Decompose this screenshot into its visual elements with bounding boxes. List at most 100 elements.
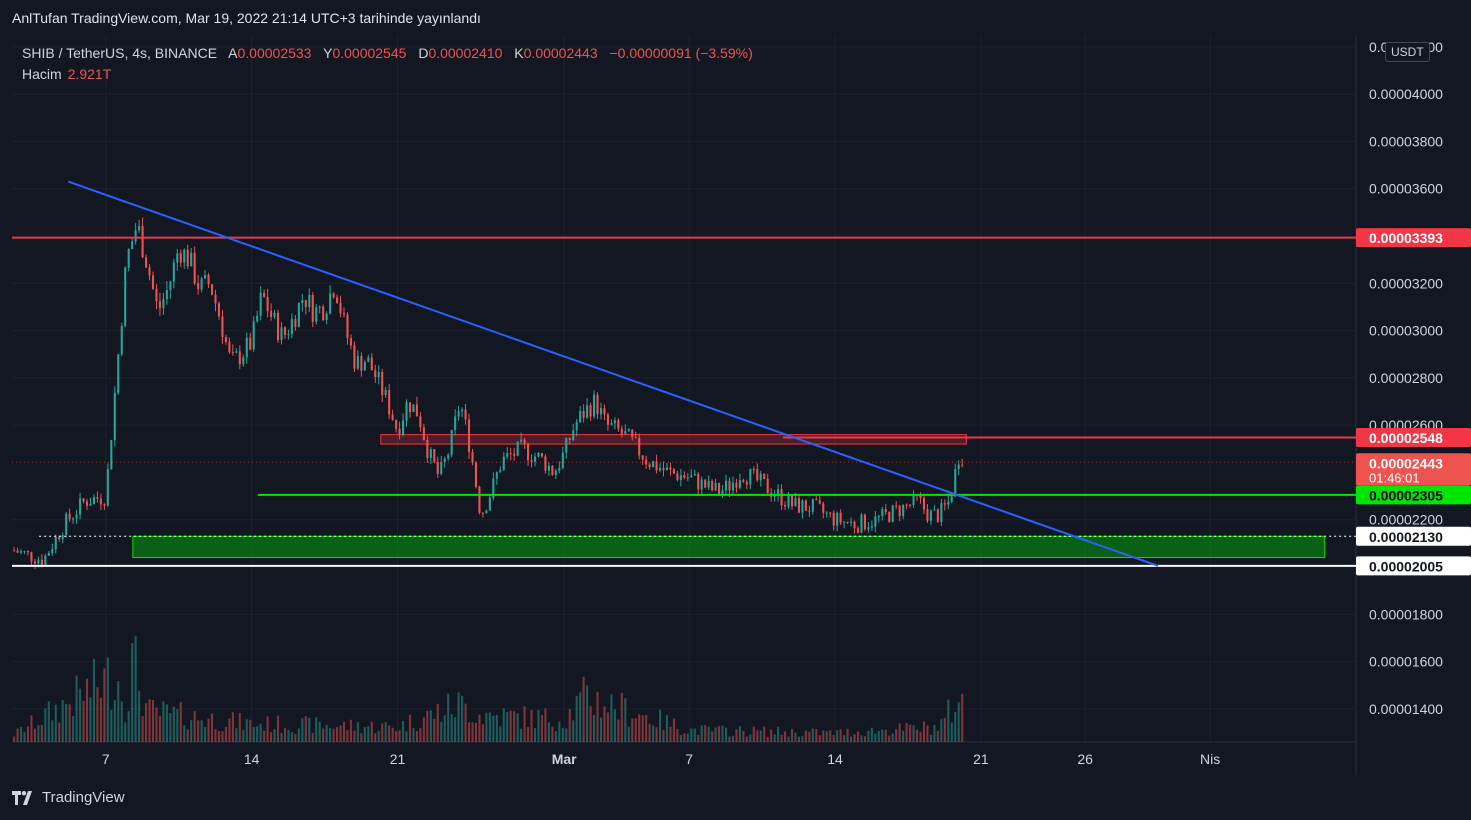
price-axis[interactable]: 0.000042000.000040000.000038000.00003600…: [1356, 39, 1471, 717]
candle-body: [735, 482, 738, 488]
volume-bar: [822, 730, 825, 742]
candle-body: [523, 439, 526, 445]
volume-bar: [905, 722, 908, 742]
candlesticks: [13, 217, 964, 570]
volume-label[interactable]: Hacim: [22, 66, 62, 82]
candle-body: [391, 414, 394, 421]
volume-bar: [72, 716, 75, 742]
candle-body: [193, 252, 196, 284]
volume-bar: [224, 726, 227, 742]
volume-bar: [384, 722, 387, 742]
candle-body: [870, 526, 873, 528]
volume-bar: [801, 735, 804, 742]
volume-bar: [204, 726, 207, 742]
candle-body: [44, 555, 47, 566]
candle-body: [718, 482, 721, 494]
price-label-bg: [1356, 485, 1471, 505]
volume-bar: [572, 720, 575, 742]
volume-bar: [287, 729, 290, 742]
candle-body: [579, 411, 582, 423]
volume-bar: [447, 693, 450, 742]
candle-body: [256, 315, 259, 322]
candle-body: [172, 262, 175, 282]
candle-body: [405, 402, 408, 421]
price-label: 0.00002130: [1369, 529, 1443, 545]
candle-body: [711, 481, 714, 491]
candle-body: [558, 467, 561, 471]
candle-body: [565, 438, 568, 453]
volume-bar: [502, 708, 505, 742]
candle-body: [294, 319, 297, 327]
volume-bar: [336, 727, 339, 742]
volume-bar: [210, 713, 214, 742]
candle-body: [89, 503, 92, 506]
candle-body: [613, 420, 616, 424]
candle-body: [426, 439, 429, 458]
candle-body: [106, 469, 109, 506]
volume-bar: [231, 712, 234, 742]
volume-bar: [197, 720, 200, 742]
candle-body: [669, 467, 672, 470]
volume-bar: [422, 717, 425, 742]
volume-bar: [131, 643, 134, 742]
volume-bar: [940, 719, 943, 742]
volume-bar: [877, 730, 880, 742]
volume-bar: [784, 731, 787, 742]
volume-bar: [92, 659, 96, 742]
volume-bar: [603, 706, 606, 742]
candle-body: [784, 505, 787, 507]
candle-body: [582, 411, 585, 418]
volume-bar: [68, 704, 71, 742]
candle-body: [655, 461, 658, 471]
candle-body: [902, 504, 905, 517]
volume-bar: [440, 721, 443, 742]
symbol-name[interactable]: SHIB / TetherUS, 4s, BINANCE: [22, 45, 218, 61]
volume-bar: [75, 675, 78, 742]
volume-bar: [933, 725, 936, 742]
volume-bar: [620, 692, 623, 742]
candle-body: [228, 341, 231, 353]
time-axis[interactable]: 7 14 21 Mar 7 14 21 26 Nis: [102, 751, 1220, 767]
volume-bar: [13, 736, 16, 742]
close-value: 0.00002443: [523, 45, 598, 61]
volume-bar: [388, 725, 391, 742]
candle-body: [454, 416, 457, 430]
candle-body: [259, 292, 262, 316]
candle-body: [349, 338, 352, 346]
volume-bar: [815, 729, 818, 742]
candle-body: [808, 510, 811, 512]
x-tick-label: 14: [827, 751, 843, 767]
volume-legend: Hacim 2.921T: [22, 66, 111, 82]
currency-badge[interactable]: USDT: [1385, 42, 1430, 62]
y-tick-label: 0.00003800: [1369, 133, 1443, 149]
candle-body: [214, 294, 217, 304]
candle-body: [402, 420, 405, 435]
volume-bar: [540, 715, 544, 742]
volume-bar: [902, 730, 905, 742]
x-tick-label: 7: [685, 751, 693, 767]
volume-bar: [228, 718, 231, 742]
candle-body: [388, 390, 391, 415]
volume-bar: [304, 716, 307, 742]
volume-bar: [433, 718, 436, 742]
volume-bar: [235, 728, 238, 742]
candle-body: [30, 552, 33, 562]
candle-body: [603, 408, 606, 415]
candle-body: [773, 495, 776, 497]
y-tick-label: 0.00004000: [1369, 86, 1443, 102]
candle-body: [127, 249, 130, 268]
candle-body: [304, 300, 307, 308]
volume-bar: [860, 735, 863, 742]
price-label: 0.00002305: [1369, 487, 1443, 503]
candle-body: [68, 513, 71, 520]
volume-bar: [773, 734, 776, 742]
candle-body: [856, 528, 860, 533]
volume-bar: [290, 732, 293, 742]
candle-body: [631, 429, 634, 438]
x-tick-label: 21: [390, 751, 406, 767]
tradingview-brand[interactable]: TradingView: [12, 789, 125, 806]
candle-body: [568, 438, 571, 441]
volume-bar: [96, 687, 99, 742]
candle-body: [485, 510, 488, 514]
